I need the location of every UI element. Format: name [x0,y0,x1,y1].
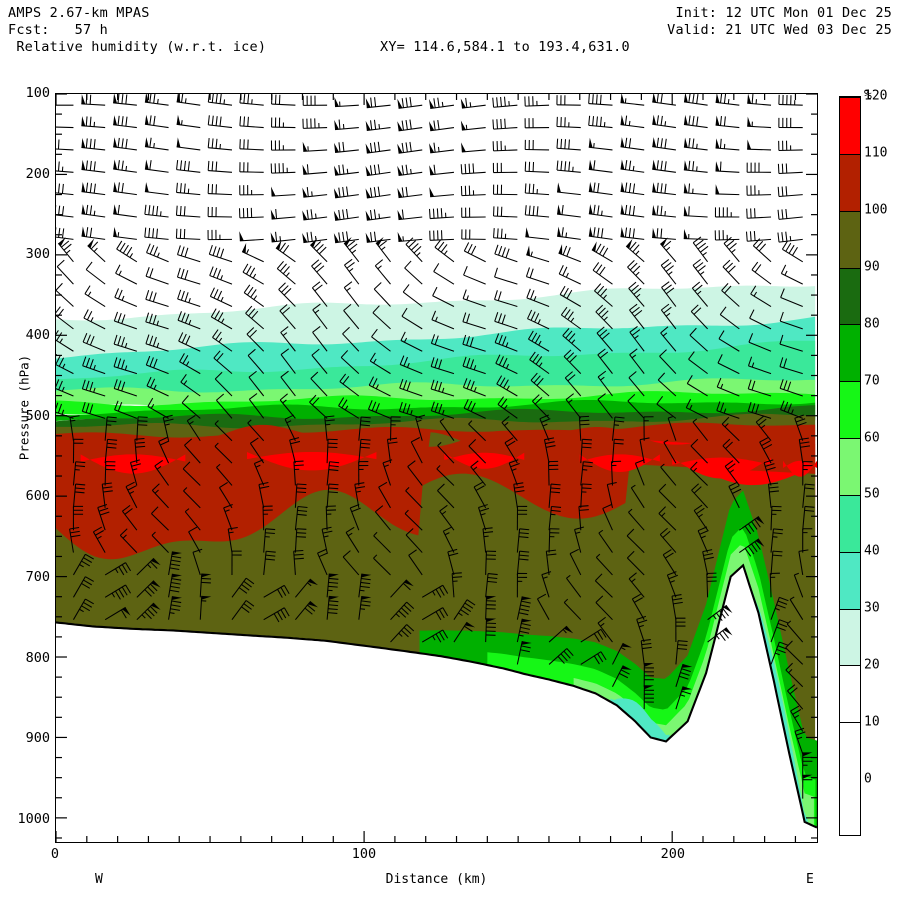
west-marker: W [95,872,103,887]
colorbar-tick-80: 80 [864,316,880,332]
y-axis-labels: 100 200 300 400 500 600 700 800 900 1000 [0,85,50,843]
colorbar-unit-label: % [864,88,872,103]
y-tick-1000: 1000 [17,810,50,827]
y-tick-800: 800 [25,649,50,666]
header-init-time: Init: 12 UTC Mon 01 Dec 25 [675,5,892,21]
cross-section-plot[interactable] [55,93,818,843]
y-tick-500: 500 [25,407,50,424]
y-tick-700: 700 [25,568,50,585]
colorbar-band-8 [840,324,860,382]
colorbar-tick-20: 20 [864,657,880,673]
wind-barb-layer [56,94,815,799]
header-cross-section-endpoints: XY= 114.6,584.1 to 193.4,631.0 [380,39,630,55]
colorbar-tick-100: 100 [864,202,888,218]
colorbar-tick-90: 90 [864,259,880,275]
colorbar-band-3 [840,608,860,666]
x-axis-labels: 0 100 200 [51,846,818,870]
y-tick-200: 200 [25,165,50,182]
x-tick-100: 100 [351,846,377,862]
colorbar-tick-70: 70 [864,373,880,389]
humidity-field [56,94,817,842]
x-tick-0: 0 [50,846,60,862]
colorbar-tick-10: 10 [864,714,880,730]
colorbar-band-12 [840,97,860,154]
colorbar-tick-30: 30 [864,600,880,616]
x-axis-title: Distance (km) [385,872,488,887]
y-tick-900: 900 [25,730,50,747]
colorbar-band-7 [840,381,860,439]
y-axis-title: Pressure (hPa) [16,354,32,461]
y-tick-400: 400 [25,326,50,343]
colorbar [839,96,861,836]
colorbar-band-11 [840,153,860,211]
colorbar-tick-110: 110 [864,145,888,161]
axis-ticks [56,94,817,842]
colorbar-band-2 [840,665,860,723]
colorbar-band-1 [840,722,860,780]
colorbar-band-9 [840,267,860,325]
colorbar-band-6 [840,438,860,495]
header-valid-time: Valid: 21 UTC Wed 03 Dec 25 [667,22,892,38]
y-tick-600: 600 [25,488,50,505]
colorbar-tick-120: 120 [864,88,888,104]
header-forecast-hour: Fcst: 57 h [8,22,108,38]
colorbar-band-0 [840,779,860,835]
colorbar-band-10 [840,210,860,268]
colorbar-band-5 [840,494,860,552]
y-tick-100: 100 [25,85,50,101]
colorbar-tick-60: 60 [864,430,880,446]
colorbar-labels: 0 10 20 30 40 50 60 70 80 90 100 110 120 [864,89,900,836]
colorbar-tick-40: 40 [864,543,880,559]
colorbar-tick-50: 50 [864,486,880,502]
x-tick-200: 200 [660,846,686,862]
header-field-name: Relative humidity (w.r.t. ice) [8,39,267,55]
colorbar-band-4 [840,551,860,609]
y-tick-300: 300 [25,246,50,263]
colorbar-tick-0: 0 [864,771,872,787]
east-marker: E [806,872,814,887]
header-model-name: AMPS 2.67-km MPAS [8,5,150,21]
